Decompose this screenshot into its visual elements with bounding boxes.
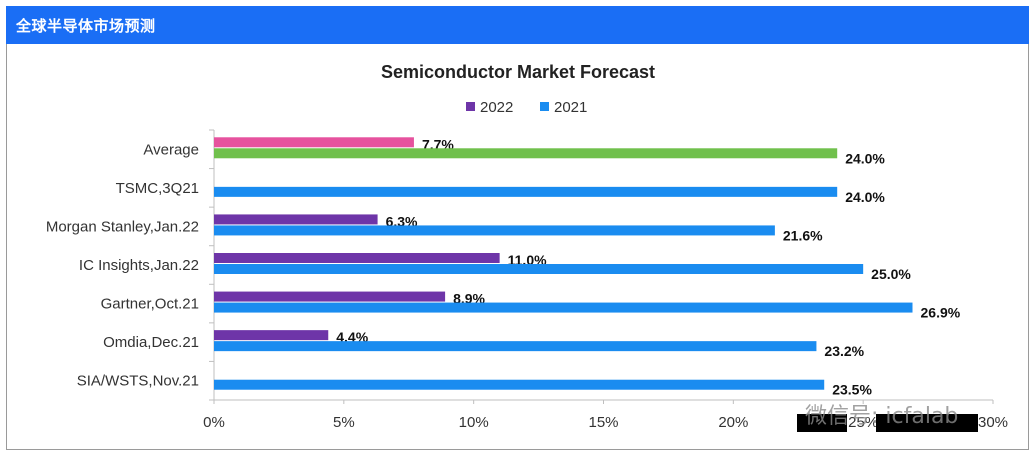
- category-label: TSMC,3Q21: [116, 180, 199, 197]
- bar-2022: [214, 137, 414, 148]
- legend-label-2022: 2022: [480, 99, 513, 116]
- x-tick-label: 30%: [978, 414, 1008, 431]
- bar-2022: [214, 253, 500, 263]
- category-label: Omdia,Dec.21: [103, 334, 199, 351]
- header-bar: 全球半导体市场预测: [6, 6, 1029, 44]
- data-label-2021: 24.0%: [845, 150, 885, 166]
- bar-2021: [214, 379, 825, 390]
- data-label-2021: 25.0%: [871, 266, 911, 282]
- data-label-2021: 23.5%: [832, 382, 872, 398]
- data-label-2021: 26.9%: [921, 305, 961, 321]
- bar-2021: [214, 148, 838, 159]
- redaction-block: [797, 414, 847, 432]
- redaction-block: [876, 414, 978, 432]
- legend-swatch-2022: [466, 102, 475, 111]
- category-label: Average: [143, 141, 199, 158]
- data-label-2021: 24.0%: [845, 189, 885, 205]
- x-tick-label: 15%: [588, 414, 618, 431]
- x-tick-label: 0%: [203, 414, 225, 431]
- bar-2022: [214, 330, 329, 341]
- legend-label-2021: 2021: [554, 99, 587, 116]
- watermark-text: 微信号: icfalab: [805, 404, 959, 429]
- x-tick-label: 10%: [459, 414, 489, 431]
- bar-2022: [214, 291, 446, 302]
- category-label: IC Insights,Jan.22: [79, 257, 199, 274]
- x-tick-label: 20%: [718, 414, 748, 431]
- bar-2021: [214, 302, 913, 313]
- bar-2021: [214, 225, 775, 236]
- chart-title: Semiconductor Market Forecast: [380, 62, 656, 82]
- bar-2021: [214, 186, 838, 197]
- bar-2021: [214, 264, 864, 274]
- x-tick-label: 5%: [333, 414, 355, 431]
- bar-2022: [214, 214, 378, 225]
- category-label: SIA/WSTS,Nov.21: [77, 373, 199, 390]
- x-tick-label: 25%: [848, 414, 878, 431]
- data-label-2021: 23.2%: [824, 343, 864, 359]
- header-title: 全球半导体市场预测: [16, 18, 156, 35]
- legend-swatch-2021: [540, 102, 549, 111]
- bar-2021: [214, 341, 817, 352]
- data-label-2021: 21.6%: [783, 227, 823, 243]
- category-label: Gartner,Oct.21: [101, 296, 199, 313]
- category-label: Morgan Stanley,Jan.22: [46, 218, 199, 235]
